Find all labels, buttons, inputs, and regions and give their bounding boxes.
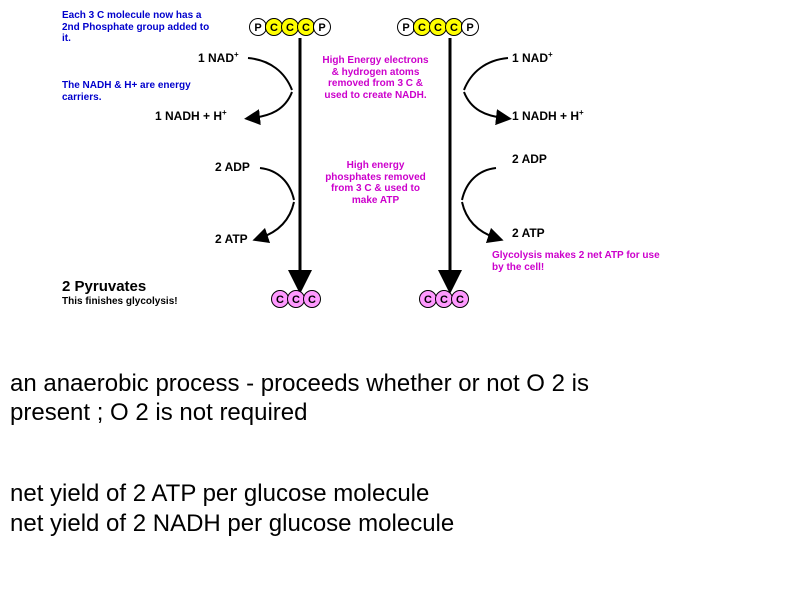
label-atp-left: 2 ATP xyxy=(215,232,248,246)
label-atp-right: 2 ATP xyxy=(512,226,545,240)
label-adp-right: 2 ADP xyxy=(512,152,547,166)
phosphate-ball: P xyxy=(461,18,479,36)
note-phosphate-added: Each 3 C molecule now has a 2nd Phosphat… xyxy=(62,10,212,45)
label-pyruvates: 2 Pyruvates xyxy=(62,278,146,295)
pyruvate-ball: C xyxy=(303,290,321,308)
pyruvate-right: CCC xyxy=(420,290,468,308)
label-nad-left: 1 NAD+ xyxy=(198,50,239,65)
pyruvate-ball: C xyxy=(451,290,469,308)
note-finishes: This finishes glycolysis! xyxy=(62,296,178,308)
note-atp-creation: High energy phosphates removed from 3 C … xyxy=(318,160,433,206)
label-nad-right: 1 NAD+ xyxy=(512,50,553,65)
body-line-2: net yield of 2 ATP per glucose molecule xyxy=(10,480,650,509)
label-nadh-left: 1 NADH + H+ xyxy=(155,108,227,123)
molecule-right-pcccp: PCCCP xyxy=(398,18,478,36)
pyruvate-left: CCC xyxy=(272,290,320,308)
note-nadh-creation: High Energy electrons & hydrogen atoms r… xyxy=(318,55,433,101)
label-adp-left: 2 ADP xyxy=(215,160,250,174)
molecule-left-pcccp: PCCCP xyxy=(250,18,330,36)
body-line-3: net yield of 2 NADH per glucose molecule xyxy=(10,510,650,539)
note-net-atp: Glycolysis makes 2 net ATP for use by th… xyxy=(492,250,662,273)
note-nadh-carriers: The NADH & H+ are energy carriers. xyxy=(62,80,192,103)
label-nadh-right: 1 NADH + H+ xyxy=(512,108,584,123)
phosphate-ball: P xyxy=(313,18,331,36)
body-line-1: an anaerobic process - proceeds whether … xyxy=(10,370,650,428)
